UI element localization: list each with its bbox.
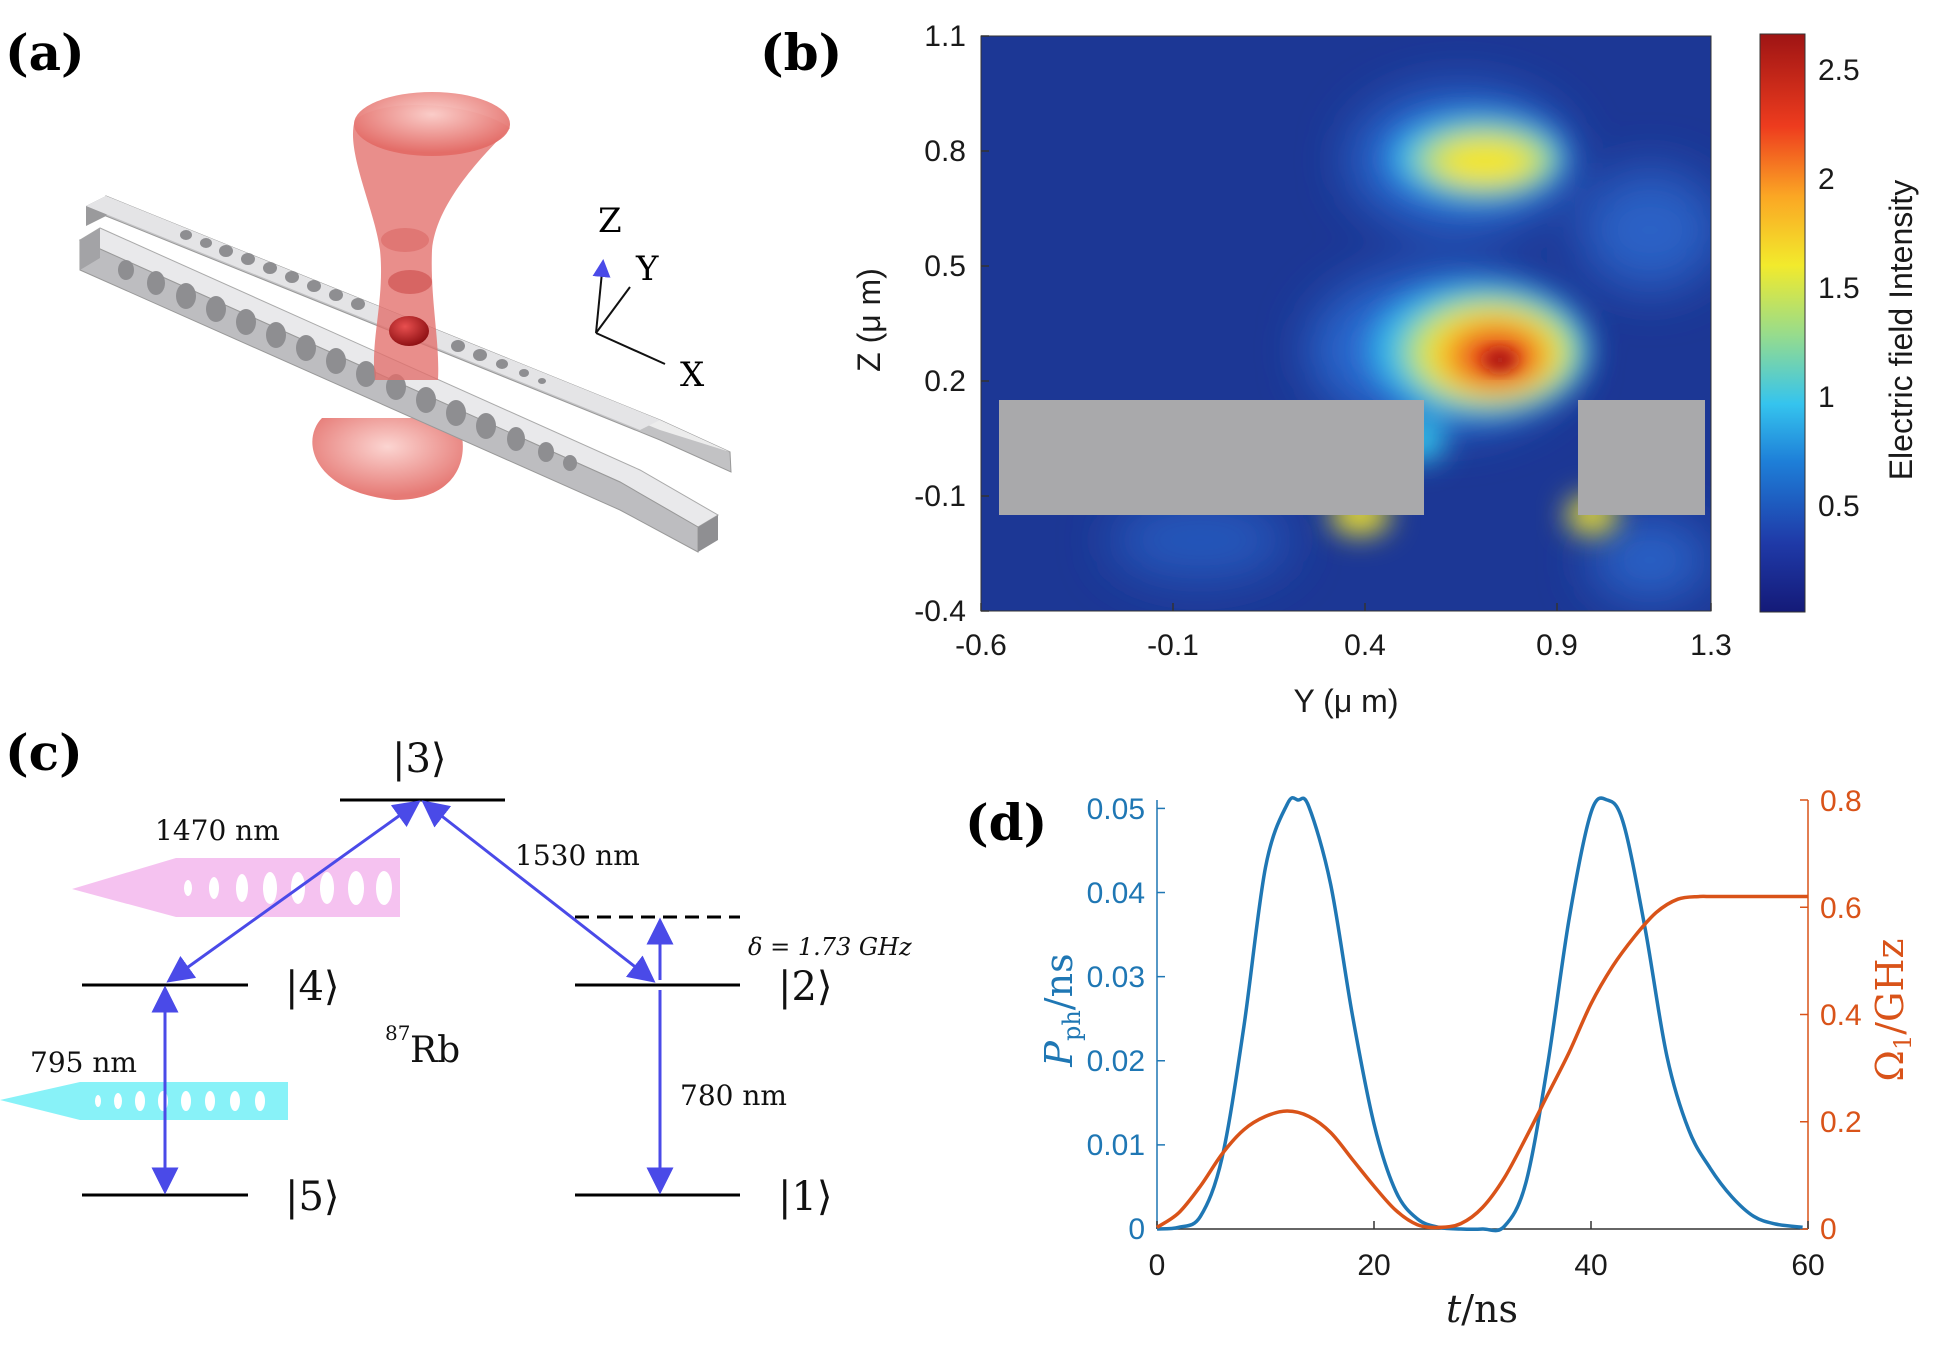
y-right-axis-label: Ω1/GHz	[1868, 938, 1917, 1081]
y-right-tick-label: 0	[1820, 1213, 1837, 1246]
x-tick-label: -0.1	[1147, 629, 1199, 662]
cyan-waveguide-icon	[0, 1082, 288, 1120]
y-left-axis-label-unit: /ns	[1037, 953, 1081, 1010]
axis-label-z: Z	[598, 201, 622, 241]
axis-label-x: X	[680, 355, 705, 395]
photonic-crystal-holes-back	[180, 230, 546, 384]
y-left-tick-label: 0.05	[1087, 793, 1145, 826]
wavelength-1470nm-label: 1470 nm	[155, 814, 280, 847]
tweezer-lower-lobe	[312, 418, 463, 500]
level-1-label: |1⟩	[778, 1174, 833, 1220]
level-4-label: |4⟩	[285, 964, 340, 1010]
y-left-tick-label: 0.02	[1087, 1045, 1145, 1078]
panel-d-label: (d)	[965, 793, 1047, 852]
waveguide-slab-left	[999, 400, 1424, 515]
y-tick-label: 0.5	[924, 250, 966, 283]
y-left-tick-label: 0.04	[1087, 877, 1145, 910]
y-right-tick-label: 0.2	[1820, 1106, 1862, 1139]
field-heatmap	[981, 36, 1711, 611]
x-tick-label: 0	[1149, 1249, 1166, 1282]
colorbar-tick-label: 1.5	[1818, 272, 1860, 305]
plot-area	[1156, 796, 1809, 1233]
transition-1470nm	[166, 800, 421, 983]
x-tick-label: 60	[1791, 1249, 1824, 1282]
panel-c-label: (c)	[5, 723, 83, 782]
axis-label-y: Y	[635, 249, 659, 289]
x-axis-label-unit: /ns	[1461, 1287, 1518, 1331]
isotope-mass-label: 87	[385, 1021, 410, 1045]
y-tick-label: -0.4	[914, 595, 966, 628]
x-tick-label: -0.6	[955, 629, 1007, 662]
x-tick-label: 0.9	[1536, 629, 1578, 662]
wavelength-1530nm-label: 1530 nm	[515, 839, 640, 872]
level-3-label: |3⟩	[392, 736, 447, 782]
transition-1530nm	[421, 800, 656, 983]
wavelength-795nm-label: 795 nm	[30, 1046, 137, 1079]
series-line-P-ph	[1156, 796, 1803, 1233]
y-left-axis-label-var: P	[1037, 1040, 1081, 1068]
isotope-label: Rb	[410, 1030, 460, 1071]
y-right-axis-label-sub: 1	[1889, 1035, 1917, 1050]
trapped-atom	[389, 316, 429, 346]
waveguide-slab-right	[1578, 400, 1705, 515]
colorbar-tick-label: 1	[1818, 381, 1835, 414]
y-right-tick-label: 0.4	[1820, 999, 1862, 1032]
y-left-axis-label-sub: ph	[1058, 1010, 1086, 1041]
pink-waveguide-icon	[72, 858, 400, 917]
detuning-label: δ = 1.73 GHz	[748, 933, 912, 961]
photonic-crystal-holes-front	[118, 260, 577, 471]
wavelength-780nm-label: 780 nm	[680, 1079, 787, 1112]
x-axis-label: Y (μ m)	[1294, 683, 1399, 719]
colorbar-tick-label: 2	[1818, 163, 1835, 196]
x-tick-label: 40	[1574, 1249, 1607, 1282]
y-left-tick-label: 0	[1128, 1213, 1145, 1246]
y-right-axis-label-unit: /GHz	[1868, 938, 1912, 1034]
y-tick-label: 0.2	[924, 365, 966, 398]
y-left-tick-label: 0.01	[1087, 1129, 1145, 1162]
panel-c: (c)	[0, 723, 912, 1220]
y-right-axis-label-var: Ω	[1868, 1050, 1912, 1082]
x-tick-label: 1.3	[1690, 629, 1732, 662]
colorbar-tick-label: 2.5	[1818, 54, 1860, 87]
tweezer-beam	[352, 92, 510, 380]
colorbar: 0.5 1 1.5 2 2.5 Electric field Intensity	[1759, 33, 1919, 613]
x-axis-label: t/ns	[1446, 1287, 1518, 1331]
x-tick-label: 0.4	[1344, 629, 1386, 662]
y-left-axis-label: Pph/ns	[1037, 953, 1086, 1067]
y-tick-label: 1.1	[924, 20, 966, 53]
y-axis-label: Z (μ m)	[851, 268, 887, 372]
panel-a: (a)	[5, 23, 732, 553]
coordinate-axes	[592, 259, 666, 365]
series-line-Omega-1	[1156, 894, 1808, 1230]
colorbar-tick-label: 0.5	[1818, 490, 1860, 523]
y-right-tick-label: 0.6	[1820, 892, 1862, 925]
y-tick-label: -0.1	[914, 480, 966, 513]
colorbar-label: Electric field Intensity	[1883, 180, 1919, 481]
panel-a-label: (a)	[5, 23, 85, 82]
x-tick-label: 20	[1357, 1249, 1390, 1282]
level-5-label: |5⟩	[285, 1174, 340, 1220]
panel-b-label: (b)	[760, 23, 842, 82]
y-tick-label: 0.8	[924, 135, 966, 168]
y-right-tick-label: 0.8	[1820, 785, 1862, 818]
level-2-label: |2⟩	[778, 964, 833, 1010]
y-left-tick-label: 0.03	[1087, 961, 1145, 994]
panel-b: (b)	[760, 20, 1919, 719]
x-axis-label-var: t	[1446, 1287, 1462, 1331]
panel-d: (d) 0 20 40 60 0 0.01 0.02 0.03 0.04 0.0…	[965, 785, 1917, 1331]
